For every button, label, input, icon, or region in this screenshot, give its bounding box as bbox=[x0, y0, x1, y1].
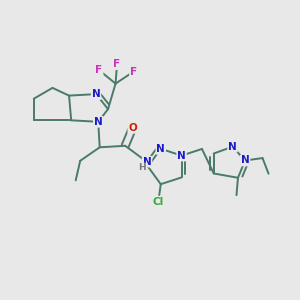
Text: O: O bbox=[128, 123, 137, 133]
Text: F: F bbox=[95, 65, 103, 75]
Text: Cl: Cl bbox=[153, 196, 164, 207]
Text: N: N bbox=[94, 117, 103, 127]
Text: N: N bbox=[241, 155, 250, 166]
Text: H: H bbox=[138, 163, 146, 172]
Text: N: N bbox=[143, 157, 152, 167]
Text: F: F bbox=[130, 67, 137, 76]
Text: N: N bbox=[228, 142, 237, 152]
Text: N: N bbox=[92, 89, 100, 99]
Text: N: N bbox=[156, 144, 165, 154]
Text: N: N bbox=[177, 151, 186, 160]
Text: F: F bbox=[113, 59, 121, 69]
